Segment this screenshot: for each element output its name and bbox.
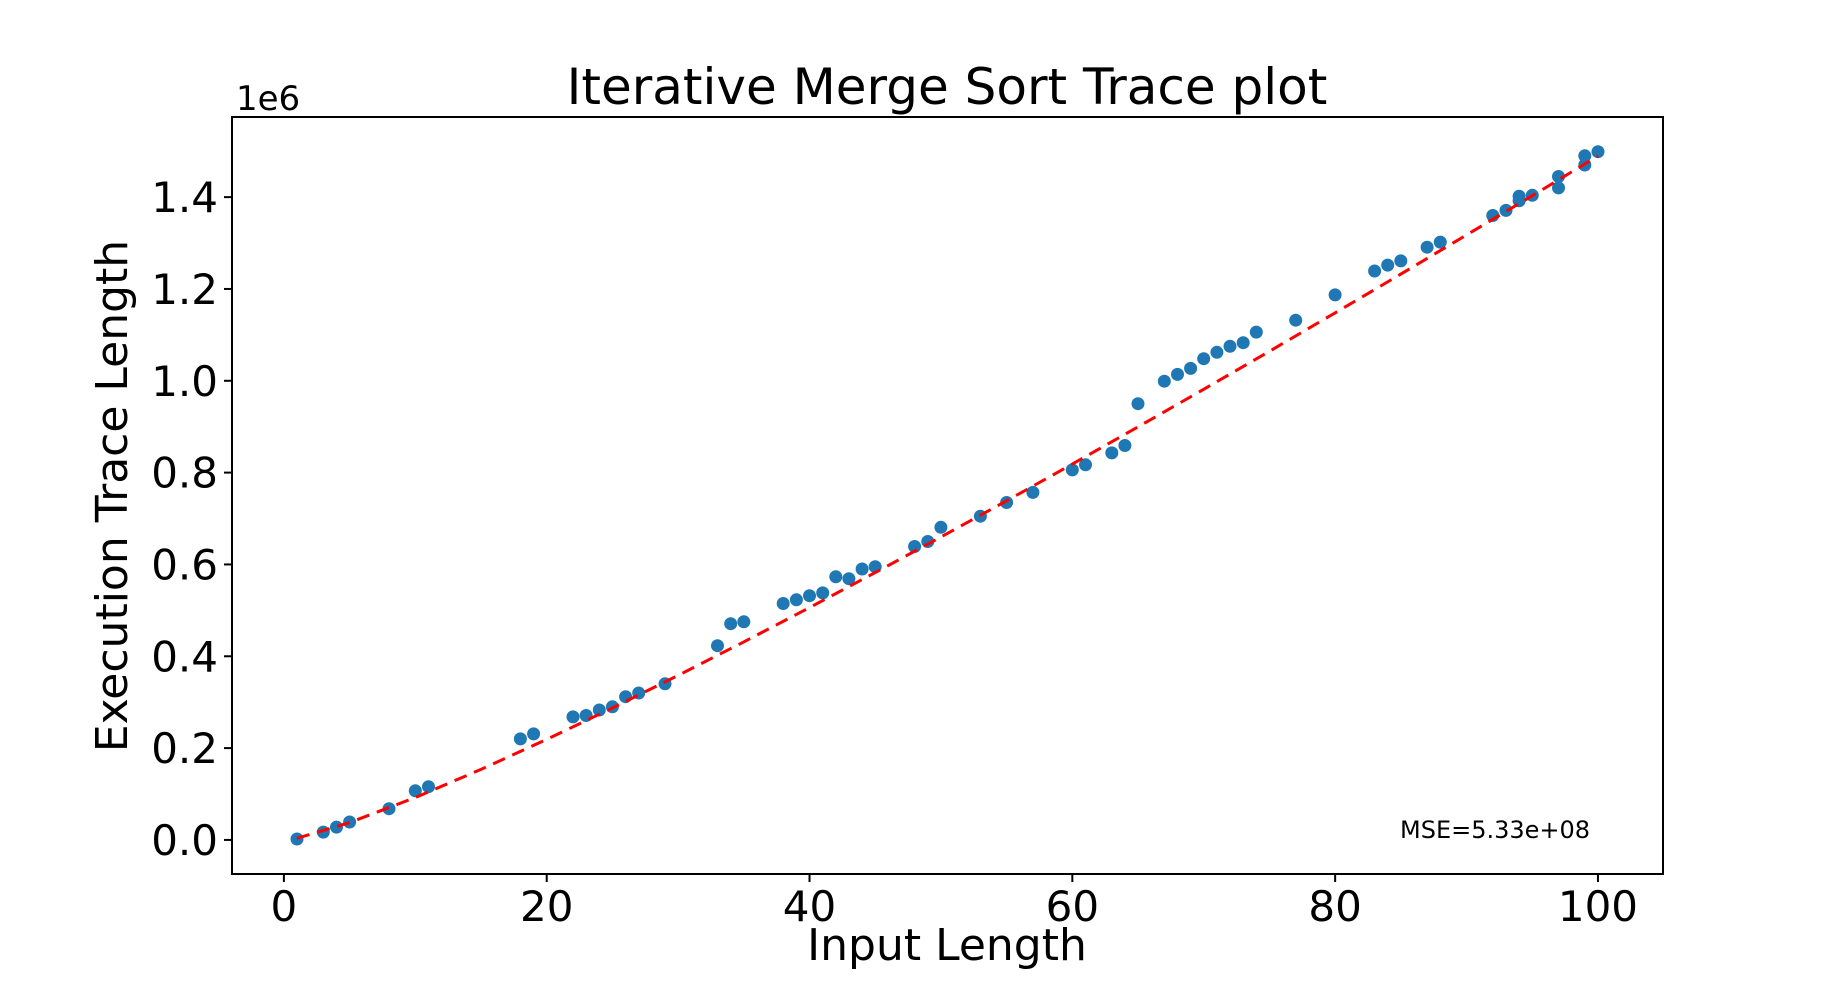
y-axis-ticks: 0.0 0.2 0.4 0.6 0.8 1.0 1.2 1.4 bbox=[151, 173, 232, 865]
scatter-point bbox=[343, 815, 357, 829]
scatter-point bbox=[330, 820, 343, 834]
scatter-point bbox=[1499, 203, 1513, 217]
scatter-point bbox=[1433, 235, 1447, 249]
scatter-point bbox=[908, 540, 922, 553]
scatter-point bbox=[829, 570, 843, 584]
scatter-point bbox=[1157, 374, 1171, 388]
scatter-point bbox=[422, 780, 435, 794]
y-tick-label: 0.8 bbox=[151, 449, 218, 498]
scatter-point bbox=[816, 586, 830, 600]
scatter-point bbox=[408, 784, 422, 798]
mse-annotation: MSE=5.33e+08 bbox=[1400, 816, 1590, 844]
x-tick-label: 100 bbox=[1558, 882, 1638, 931]
scatter-point bbox=[527, 727, 541, 741]
scatter-point bbox=[1381, 258, 1395, 272]
scatter-point bbox=[803, 589, 816, 603]
scatter-point bbox=[724, 617, 738, 631]
x-tick-label: 20 bbox=[520, 882, 573, 931]
y-tick-label: 0.4 bbox=[151, 632, 218, 681]
scatter-point bbox=[1105, 446, 1119, 460]
y-tick-label: 0.2 bbox=[151, 724, 218, 773]
scatter-point bbox=[842, 572, 856, 586]
scatter-point bbox=[1210, 345, 1224, 359]
scatter-point bbox=[711, 639, 724, 653]
x-axis-label: Input Length bbox=[807, 920, 1087, 971]
chart-title: Iterative Merge Sort Trace plot bbox=[567, 58, 1328, 116]
scatter-series bbox=[290, 145, 1605, 846]
scatter-point bbox=[1552, 181, 1565, 195]
scatter-point bbox=[592, 703, 606, 717]
x-tick-label: 0 bbox=[271, 882, 298, 931]
plot-area bbox=[232, 117, 1663, 874]
scatter-point bbox=[1289, 313, 1303, 327]
scatter-point bbox=[513, 732, 527, 746]
scatter-point bbox=[1236, 336, 1250, 350]
fit-line bbox=[296, 154, 1599, 840]
scatter-point bbox=[1552, 170, 1565, 183]
scatter-point bbox=[290, 832, 304, 846]
scatter-point bbox=[1368, 264, 1382, 278]
scatter-point bbox=[1578, 149, 1592, 163]
y-axis-offset-label: 1e6 bbox=[236, 79, 300, 119]
y-tick-label: 0.0 bbox=[151, 816, 218, 865]
scatter-point bbox=[737, 615, 751, 629]
scatter-point bbox=[566, 710, 580, 724]
y-tick-label: 1.0 bbox=[151, 357, 218, 406]
axes-spines bbox=[231, 116, 1664, 875]
scatter-point bbox=[1328, 288, 1342, 302]
scatter-point bbox=[1591, 145, 1605, 159]
scatter-point bbox=[855, 562, 869, 576]
scatter-point bbox=[1197, 352, 1211, 366]
y-tick-label: 1.4 bbox=[151, 173, 218, 222]
scatter-point bbox=[934, 520, 948, 534]
scatter-point bbox=[1394, 254, 1408, 268]
scatter-point bbox=[1026, 485, 1040, 499]
scatter-point bbox=[1079, 458, 1092, 472]
scatter-point bbox=[1223, 339, 1237, 353]
scatter-point bbox=[1131, 397, 1145, 411]
x-axis-ticks: 0 20 40 60 80 100 bbox=[271, 874, 1638, 931]
y-axis-label: Execution Trace Length bbox=[87, 240, 138, 752]
x-tick-label: 40 bbox=[783, 882, 836, 931]
scatter-point bbox=[1171, 367, 1184, 381]
scatter-point bbox=[619, 690, 633, 704]
scatter-point bbox=[1420, 240, 1434, 254]
scatter-point bbox=[1512, 189, 1526, 203]
scatter-point bbox=[1184, 361, 1198, 375]
x-tick-label: 80 bbox=[1308, 882, 1361, 931]
y-tick-label: 0.6 bbox=[151, 540, 218, 589]
y-tick-label: 1.2 bbox=[151, 265, 218, 314]
x-tick-label: 60 bbox=[1046, 882, 1099, 931]
scatter-point bbox=[789, 593, 803, 607]
scatter-point bbox=[776, 597, 790, 610]
scatter-point bbox=[1118, 439, 1132, 452]
scatter-point bbox=[1249, 325, 1263, 339]
scatter-point bbox=[1065, 463, 1079, 477]
